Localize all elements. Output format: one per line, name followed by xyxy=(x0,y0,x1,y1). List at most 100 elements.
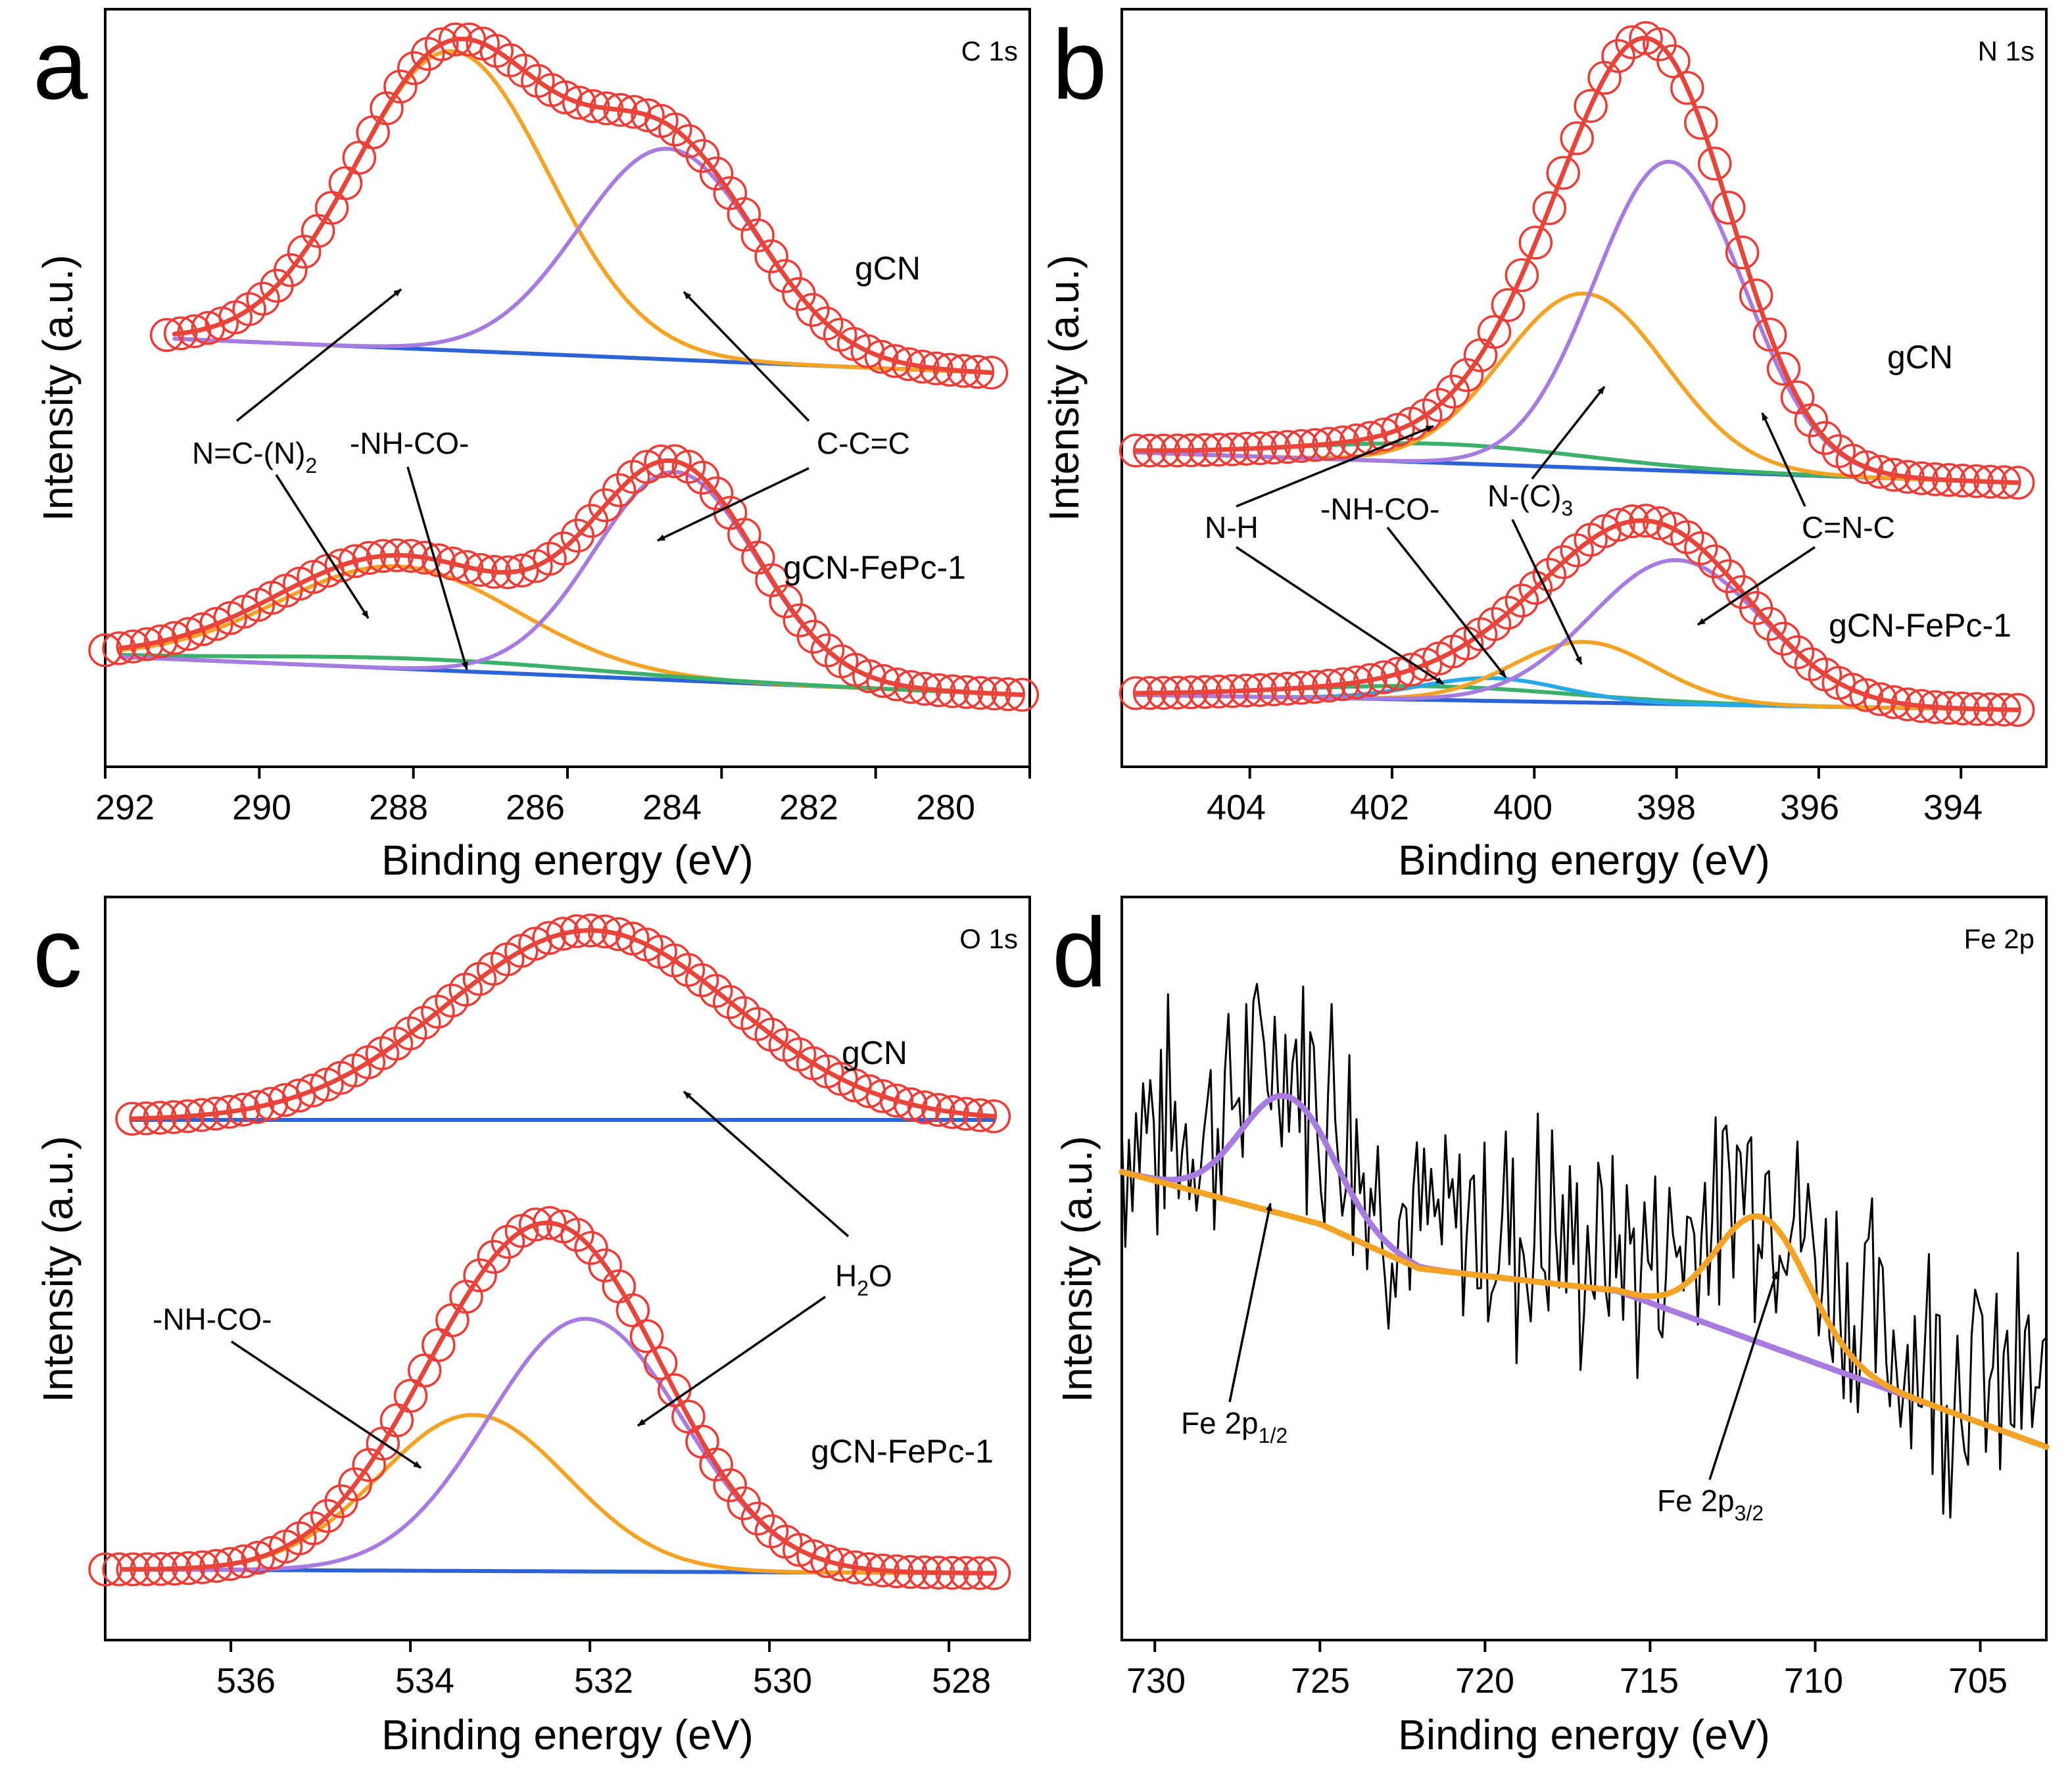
panel-b-sample-1-point-41 xyxy=(1684,531,1718,566)
panel-b-sample-1-point-29 xyxy=(1518,571,1553,605)
panel-a-sample-1-point-17 xyxy=(324,548,358,583)
panel-a-label-ccc: C-C=C xyxy=(817,426,910,460)
panel-b-sample-1-point-53 xyxy=(1849,678,1883,712)
panel-c-ylabel: Intensity (a.u.) xyxy=(34,1136,82,1403)
panel-a-sample-0-point-53 xyxy=(878,344,912,378)
panel-a-sample-1-point-37 xyxy=(602,473,637,508)
panel-d-xtick-5: 705 xyxy=(1948,1661,2008,1701)
panel-b-xtick-3: 398 xyxy=(1637,788,1696,827)
panel-b-sample-1-point-40 xyxy=(1670,520,1704,554)
panel-b-sample-gcn: gCN xyxy=(1887,339,1953,375)
panel-d-arrow-fe2p12 xyxy=(1228,1203,1272,1403)
panel-d-label-fe2p12: Fe 2p1/2 xyxy=(1181,1406,1288,1447)
panel-b-xtick-4: 396 xyxy=(1780,788,1839,827)
panel-b-arrow-nhco xyxy=(1386,526,1507,679)
panel-c-sample-1-point-27 xyxy=(463,1258,497,1293)
panel-d-frame xyxy=(1120,896,2048,1641)
panel-c-sample-0-point-10 xyxy=(254,1086,289,1121)
panel-a-arrow-ncn2-top xyxy=(235,288,402,422)
panel-c-sample-1-point-45 xyxy=(713,1468,747,1503)
panel-a-arrow-ccc-top xyxy=(683,291,810,422)
panel-a-x-axis: 292 290 288 286 284 282 280 xyxy=(95,788,975,827)
panel-a-sample-0-point-48 xyxy=(809,306,844,341)
panel-b-arrow-nh-bottom xyxy=(1236,546,1444,685)
panel-a-element-label: C 1s xyxy=(961,36,1018,66)
panel-c-element-label: O 1s xyxy=(959,923,1018,954)
panel-b-sample-0-point-35 xyxy=(1601,39,1635,73)
panel-b-label-nc3-main: N-(C) xyxy=(1487,479,1561,513)
panel-a-arrow-ncn2-bottom xyxy=(275,474,370,619)
panel-a-sample-1-point-44 xyxy=(699,476,734,511)
panel-b: b N 1s gCN gCN-FePc-1 N-H -NH-CO- N-(C)3… xyxy=(1040,8,2048,884)
panel-b-sample-1-point-18 xyxy=(1367,660,1401,694)
panel-c-sample-0-point-9 xyxy=(240,1090,274,1125)
panel-b-sample-0 xyxy=(1119,21,2035,500)
panel-c-sample-0-envelope xyxy=(130,928,996,1121)
panel-d-xtick-4: 710 xyxy=(1784,1661,1843,1701)
panel-d-xtick-0: 730 xyxy=(1126,1661,1186,1701)
panel-b-sample-0-point-22 xyxy=(1422,388,1456,422)
panel-b-sample-1-point-55 xyxy=(1877,685,1911,719)
panel-c-sample-gcn: gCN xyxy=(842,1034,907,1071)
panel-b-sample-1-point-35 xyxy=(1601,508,1635,542)
panel-c-arrow-h2o-bottom xyxy=(637,1296,826,1427)
panel-b-sample-0-point-43 xyxy=(1711,191,1746,225)
panel-b-sample-0-point-45 xyxy=(1739,278,1773,312)
panel-a-sample-1-envelope xyxy=(118,458,1024,697)
panel-a-xtick-6: 280 xyxy=(916,788,975,827)
panel-d-label-fe2p12-sub: 1/2 xyxy=(1259,1424,1288,1447)
panel-d-label-fe2p12-main: Fe 2p xyxy=(1181,1406,1259,1440)
panel-a-xtick-1: 290 xyxy=(232,788,291,827)
panel-d-label-fe2p32-sub: 3/2 xyxy=(1735,1501,1764,1525)
panel-b-plot xyxy=(1119,21,2035,779)
panel-b-sample-0-point-44 xyxy=(1725,235,1760,270)
panel-d-label-fe2p32: Fe 2p3/2 xyxy=(1657,1484,1764,1525)
panel-c-sample-1-point-35 xyxy=(574,1230,608,1265)
panel-a-sample-1-point-49 xyxy=(769,584,803,619)
panel-c-xtick-2: 532 xyxy=(574,1661,633,1701)
panel-a-sample-1 xyxy=(88,444,1040,712)
panel-b-sample-0-point-26 xyxy=(1477,314,1512,349)
panel-b-sample-1-point-38 xyxy=(1643,506,1677,541)
panel-b-letter: b xyxy=(1052,9,1107,120)
panel-b-label-nhco: -NH-CO- xyxy=(1320,492,1439,526)
panel-b-arrow-nc3-bottom xyxy=(1511,519,1583,665)
panel-c-plot xyxy=(88,913,1011,1652)
panel-d-xtick-3: 715 xyxy=(1620,1661,1679,1701)
panel-a-sample-gcn: gCN xyxy=(855,250,921,287)
panel-d-x-axis: 730 725 720 715 710 705 xyxy=(1126,1661,2008,1701)
panel-b-label-nh: N-H xyxy=(1205,510,1259,545)
panel-a-sample-0-point-40 xyxy=(699,157,734,191)
panel-b-sample-1-point-48 xyxy=(1780,635,1815,669)
panel-d-xtick-2: 720 xyxy=(1455,1661,1514,1701)
panel-c-sample-1-point-17 xyxy=(324,1484,358,1518)
panel-b-sample-0-point-40 xyxy=(1670,70,1704,105)
panel-a-arrow-ccc-bottom xyxy=(657,467,809,542)
panel-c-sample-1-point-38 xyxy=(615,1293,650,1328)
panel-a-sample-1-point-57 xyxy=(880,667,914,702)
panel-c-sample-0-point-30 xyxy=(532,921,566,956)
panel-c-sample-1-point-52 xyxy=(810,1544,844,1578)
panel-a: a C 1s gCN gCN-FePc-1 N=C-(N)2 -NH-CO- C… xyxy=(33,8,1040,884)
panel-c-sample-0-point-43 xyxy=(713,984,747,1019)
panel-a-sample-0-point-7 xyxy=(246,281,280,316)
panel-c-label-h2o-h: H xyxy=(835,1259,857,1293)
panel-c-sample-1-point-53 xyxy=(824,1547,858,1582)
panel-a-xtick-4: 284 xyxy=(642,788,702,827)
panel-b-sample-0-point-30 xyxy=(1532,191,1567,226)
panel-a-sample-1-point-3 xyxy=(130,627,164,662)
panel-c-sample-1-point-40 xyxy=(643,1346,678,1380)
panel-c-xtick-3: 530 xyxy=(753,1661,812,1701)
panel-b-label-cnc: C=N-C xyxy=(1802,510,1895,545)
panel-a-label-ncn2-sub: 2 xyxy=(305,454,317,477)
panel-c-label-nhco: -NH-CO- xyxy=(153,1302,272,1336)
panel-d-arrow-fe2p32 xyxy=(1708,1271,1778,1480)
panel-b-sample-0-point-33 xyxy=(1574,89,1608,123)
panel-b-xlabel: Binding energy (eV) xyxy=(1398,836,1770,884)
panel-c-xlabel: Binding energy (eV) xyxy=(381,1711,754,1758)
panel-c-sample-1-point-15 xyxy=(296,1511,331,1545)
panel-b-sample-1-point-28 xyxy=(1504,583,1539,618)
panel-a-sample-1-point-8 xyxy=(199,607,233,641)
panel-b-x-axis: 404 402 400 398 396 394 xyxy=(1207,788,1983,827)
panel-a-sample-1-point-56 xyxy=(866,664,900,698)
